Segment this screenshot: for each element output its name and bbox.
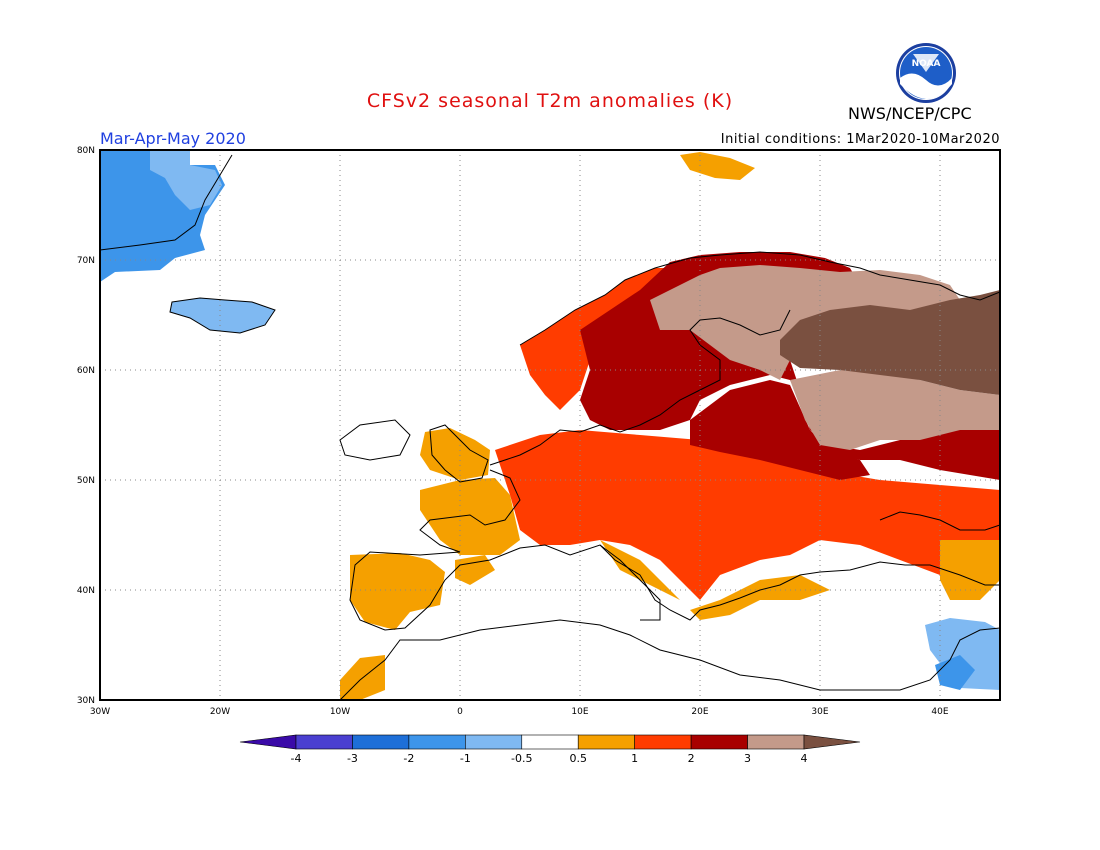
- legend-color-box: [352, 734, 410, 750]
- noaa-logo-text: NOAA: [912, 59, 941, 69]
- region-turkey-cool: [935, 655, 975, 690]
- legend-label: 0.5: [569, 752, 587, 765]
- legend-label: -3: [347, 752, 358, 765]
- lat-tick-label: 70N: [77, 256, 95, 266]
- legend-color-boxes: [239, 734, 861, 750]
- lon-tick-label: 20E: [691, 707, 708, 717]
- map-gridlines: [100, 150, 1000, 700]
- region-russia-darkbrown: [780, 290, 1000, 395]
- region-greenland-light: [150, 150, 222, 210]
- legend-label: 1: [631, 752, 638, 765]
- initial-conditions-label: Initial conditions: 1Mar2020-10Mar2020: [720, 132, 1000, 147]
- region-uk: [420, 428, 490, 480]
- region-svalbard: [680, 152, 755, 180]
- region-iberia-west: [350, 553, 445, 630]
- lat-tick-label: 40N: [77, 586, 95, 596]
- legend-label: 4: [801, 752, 808, 765]
- legend-label: -4: [291, 752, 302, 765]
- region-iberia-east: [455, 555, 495, 585]
- map-frame: [99, 149, 1001, 701]
- region-central-europe: [495, 430, 1000, 600]
- legend-color-box: [747, 734, 805, 750]
- legend-color-box: [521, 734, 579, 750]
- legend-label: -2: [403, 752, 414, 765]
- coastlines: [100, 154, 1000, 700]
- region-russia-light: [790, 370, 1000, 450]
- lon-tick-label: 20W: [210, 707, 230, 717]
- lat-tick-label: 60N: [77, 366, 95, 376]
- noaa-logo: NOAA: [896, 43, 956, 103]
- lon-tick-label: 10W: [330, 707, 350, 717]
- lat-tick-label: 30N: [77, 696, 95, 706]
- chart-title: CFSv2 seasonal T2m anomalies (K): [366, 90, 734, 112]
- lon-tick-label: 30E: [811, 707, 828, 717]
- legend-label: 3: [744, 752, 751, 765]
- region-balkans-orange: [600, 540, 830, 620]
- legend-color-box: [690, 734, 748, 750]
- legend-label: -0.5: [511, 752, 532, 765]
- lat-tick-labels: 80N 70N 60N 50N 40N 30N: [77, 146, 95, 706]
- legend-color-box: [408, 734, 466, 750]
- legend-arrow-low: [239, 734, 297, 750]
- legend-color-box: [465, 734, 523, 750]
- legend-labels: -4 -3 -2 -1 -0.5 0.5 1 2 3 4: [291, 752, 808, 765]
- season-label: Mar-Apr-May 2020: [100, 129, 246, 148]
- agency-label: NWS/NCEP/CPC: [848, 104, 972, 123]
- region-france: [420, 478, 520, 555]
- legend-label: 2: [688, 752, 695, 765]
- legend-color-box: [634, 734, 692, 750]
- lat-tick-label: 50N: [77, 476, 95, 486]
- region-levant-cool: [925, 618, 1000, 690]
- region-iceland: [170, 298, 275, 333]
- legend-color-box: [577, 734, 635, 750]
- lat-tick-label: 80N: [77, 146, 95, 156]
- legend-color-box: [295, 734, 353, 750]
- region-baltic-russia: [690, 380, 870, 480]
- lon-tick-label: 0: [457, 707, 463, 717]
- legend-arrow-high: [803, 734, 861, 750]
- lon-tick-label: 40E: [931, 707, 948, 717]
- lon-tick-label: 30W: [90, 707, 110, 717]
- legend-label: -1: [460, 752, 471, 765]
- lon-tick-labels: 30W 20W 10W 0 10E 20E 30E 40E: [90, 707, 949, 717]
- lon-tick-label: 10E: [571, 707, 588, 717]
